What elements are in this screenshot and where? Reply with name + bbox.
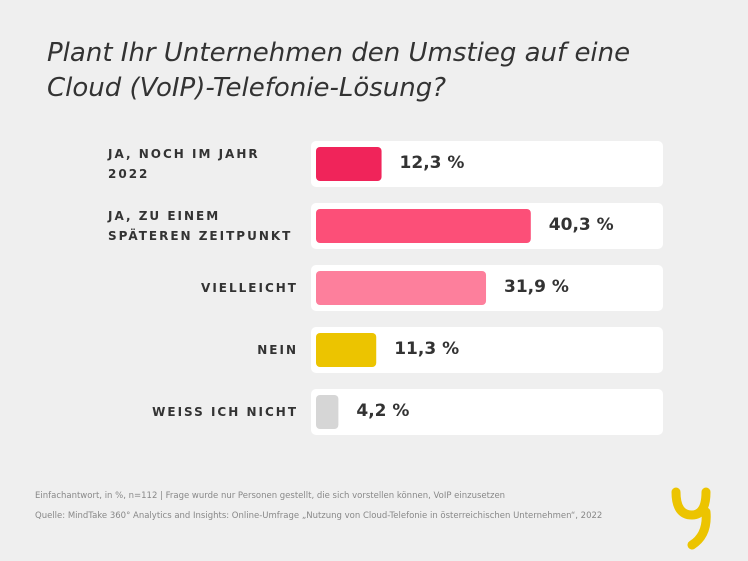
logo [671, 487, 711, 550]
bar [316, 271, 487, 305]
bar [316, 333, 377, 367]
category-label-box: JA, NOCH IM JAHR 2022 [98, 142, 298, 186]
category-label-box: NEIN [98, 328, 298, 372]
category-label: VIELLEICHT [201, 281, 298, 295]
chart-title: Plant Ihr Unternehmen den Umstieg auf ei… [47, 38, 631, 103]
row-background [311, 389, 663, 435]
row-background [311, 327, 663, 373]
value-label: 12,3 % [399, 153, 465, 173]
footnote: Quelle: MindTake 360° Analytics and Insi… [35, 511, 603, 521]
category-label-box: JA, ZU EINEM SPÄTEREN ZEITPUNKT [98, 204, 298, 248]
bar [316, 147, 382, 181]
category-label-box: VIELLEICHT [98, 266, 298, 310]
category-label-box: WEISS ICH NICHT [98, 390, 298, 434]
value-label: 4,2 % [356, 401, 410, 421]
value-label: 40,3 % [548, 215, 614, 235]
bar [316, 209, 531, 243]
row-background [311, 141, 663, 187]
category-label: NEIN [257, 343, 298, 357]
bar [316, 395, 339, 429]
category-label: JA, ZU EINEM SPÄTEREN ZEITPUNKT [108, 209, 293, 243]
category-label: WEISS ICH NICHT [152, 405, 298, 419]
value-label: 31,9 % [504, 277, 569, 297]
category-label: JA, NOCH IM JAHR 2022 [108, 147, 260, 181]
footnote: Einfachantwort, in %, n=112 | Frage wurd… [35, 491, 506, 501]
value-label: 11,3 % [394, 339, 460, 359]
